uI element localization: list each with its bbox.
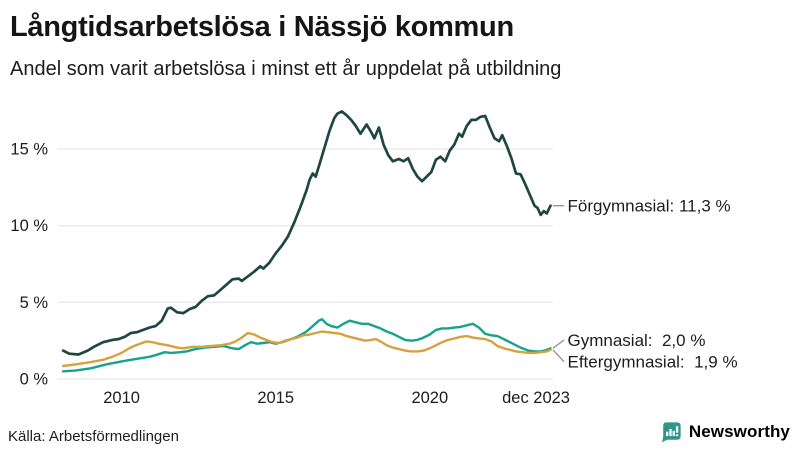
annotation-connector xyxy=(552,339,565,349)
x-tick-label: 2015 xyxy=(257,389,294,407)
series-annotation-eftergymnasial: Eftergymnasial: 1,9 % xyxy=(568,353,738,372)
y-tick-label: 10 % xyxy=(10,217,48,235)
series-annotation-förgymnasial: Förgymnasial: 11,3 % xyxy=(568,197,731,216)
y-tick-label: 0 % xyxy=(20,371,49,389)
page-subtitle: Andel som varit arbetslösa i minst ett å… xyxy=(10,58,562,80)
page-title: Långtidsarbetslösa i Nässjö kommun xyxy=(10,11,514,43)
x-tick-label: dec 2023 xyxy=(502,389,570,407)
series-annotation-gymnasial: Gymnasial: 2,0 % xyxy=(568,331,706,350)
bar-chart-speech-bubble-icon xyxy=(661,422,681,443)
y-tick-label: 15 % xyxy=(10,141,48,159)
annotation-connector xyxy=(552,349,565,363)
x-tick-label: 2020 xyxy=(411,389,448,407)
series-line-förgymnasial xyxy=(61,110,552,356)
brand-name: Newsworthy xyxy=(688,422,790,441)
series-line-gymnasial xyxy=(61,318,552,373)
brand-logo: Newsworthy xyxy=(660,421,790,443)
source-attribution: Källa: Arbetsförmedlingen xyxy=(8,428,179,445)
y-tick-label: 5 % xyxy=(20,294,49,312)
series-line-eftergymnasial xyxy=(61,330,552,368)
x-tick-label: 2010 xyxy=(103,389,140,407)
